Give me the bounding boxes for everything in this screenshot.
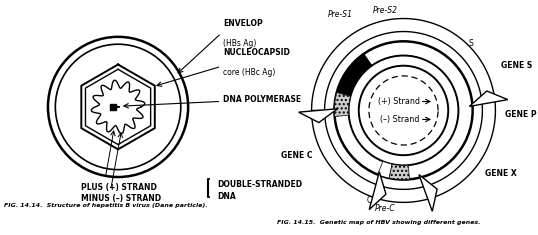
Polygon shape (312, 19, 494, 110)
Text: (+) Strand: (+) Strand (378, 97, 420, 106)
Polygon shape (378, 161, 392, 178)
Text: S: S (469, 39, 473, 48)
Text: C: C (366, 196, 372, 205)
Polygon shape (334, 93, 350, 117)
Text: (HBs Ag): (HBs Ag) (223, 39, 257, 48)
Text: (–) Strand: (–) Strand (380, 115, 419, 124)
Polygon shape (312, 117, 383, 199)
Polygon shape (380, 185, 435, 202)
Polygon shape (337, 54, 372, 96)
Text: FIG. 14.15.  Genetic map of HBV showing different genes.: FIG. 14.15. Genetic map of HBV showing d… (278, 220, 481, 225)
Polygon shape (430, 94, 495, 197)
Polygon shape (369, 172, 386, 210)
Text: GENE P: GENE P (505, 110, 537, 119)
Text: GENE S: GENE S (501, 61, 533, 70)
Text: PLUS (+) STRAND: PLUS (+) STRAND (81, 183, 157, 192)
Text: Pre-S2: Pre-S2 (373, 6, 398, 15)
Text: core (HBc Ag): core (HBc Ag) (223, 68, 275, 77)
Text: MINUS (–) STRAND: MINUS (–) STRAND (81, 194, 161, 203)
Polygon shape (419, 175, 437, 211)
Text: DNA POLYMERASE: DNA POLYMERASE (223, 95, 301, 104)
Text: Pre-C: Pre-C (375, 204, 395, 213)
Text: GENE C: GENE C (281, 151, 313, 160)
Text: DOUBLE-STRANDED: DOUBLE-STRANDED (218, 180, 303, 189)
Text: FIG. 14.14.  Structure of hepatitis B virus (Dane particle).: FIG. 14.14. Structure of hepatitis B vir… (4, 203, 207, 208)
Text: Pre-S1: Pre-S1 (328, 10, 353, 19)
Text: DNA: DNA (218, 192, 236, 201)
Polygon shape (469, 91, 508, 106)
Text: ENVELOP: ENVELOP (223, 19, 263, 27)
Text: GENE X: GENE X (485, 169, 516, 178)
Polygon shape (389, 164, 409, 180)
Polygon shape (299, 109, 337, 123)
Text: NUCLEOCAPSID: NUCLEOCAPSID (223, 48, 290, 57)
